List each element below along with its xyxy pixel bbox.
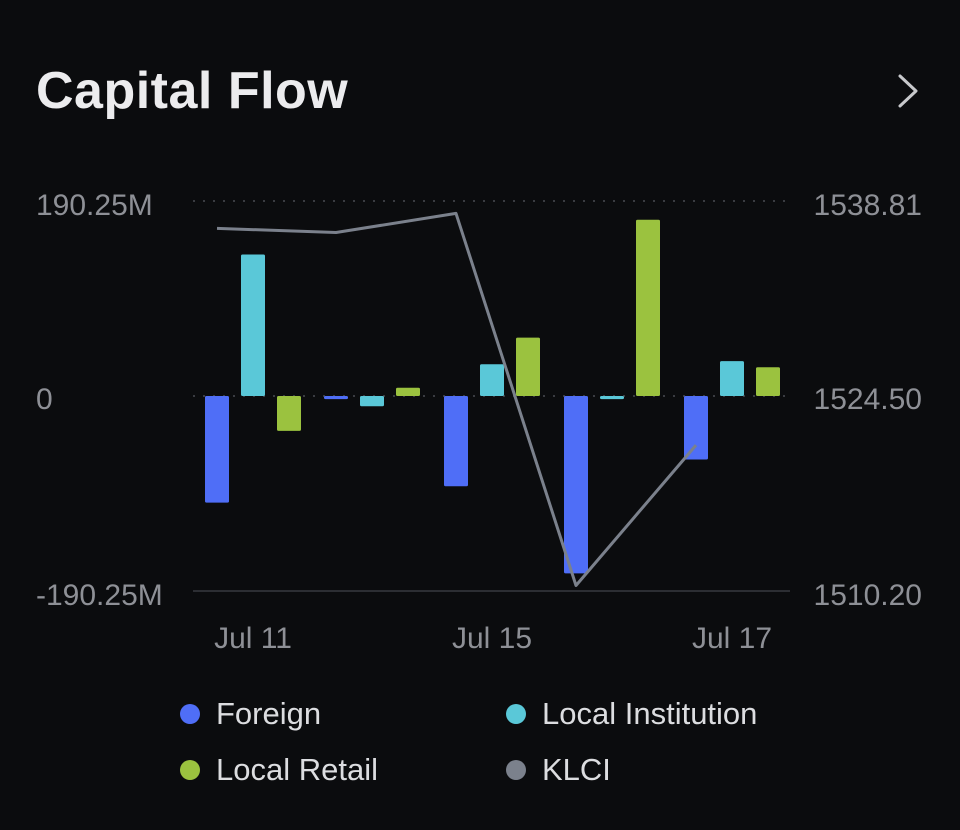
bar-local-retail [516,337,540,396]
left-axis-top-label: 190.25M [36,189,153,222]
x-tick-label: Jul 17 [692,622,772,655]
legend-label: KLCI [542,752,611,787]
legend-label: Foreign [216,696,322,731]
legend-label: Local Institution [542,696,758,731]
klci-series-line [216,211,698,587]
grid-lines [193,200,790,592]
legend-label: Local Retail [216,752,378,787]
capital-flow-chart: 190.25M 0 -190.25M 1538.81 1524.50 1510.… [36,189,922,655]
bar-foreign [205,396,229,503]
right-axis-bottom-label: 1510.20 [814,579,922,612]
bars [205,219,780,574]
legend-dot-icon [506,760,526,780]
left-axis-zero-label: 0 [36,383,53,416]
right-axis-mid-label: 1524.50 [814,383,922,416]
bar-local-retail [277,396,301,431]
legend-dot-icon [180,760,200,780]
bar-local-institution [600,396,624,400]
page-title: Capital Flow [36,62,349,120]
x-tick-label: Jul 15 [452,622,532,655]
bar-foreign [444,396,468,487]
klci-line [216,211,698,587]
bar-foreign [684,396,708,460]
bar-local-institution [720,361,744,396]
right-axis-top-label: 1538.81 [814,189,922,222]
chevron-right-icon[interactable] [890,70,926,112]
bar-local-retail [756,367,780,396]
bar-local-retail [636,219,660,396]
bar-local-institution [241,254,265,396]
bar-local-institution [480,364,504,396]
bar-foreign [324,396,348,400]
left-axis-bottom-label: -190.25M [36,579,163,612]
legend-dot-icon [180,704,200,724]
bar-local-institution [360,396,384,407]
chart-legend: Foreign Local Institution Local Retail K… [180,690,820,800]
legend-item-klci[interactable]: KLCI [506,748,611,792]
legend-dot-icon [506,704,526,724]
legend-item-local-institution[interactable]: Local Institution [506,692,757,736]
legend-item-local-retail[interactable]: Local Retail [180,748,378,792]
legend-item-foreign[interactable]: Foreign [180,692,321,736]
bar-local-retail [396,387,420,396]
x-tick-label: Jul 11 [214,622,292,655]
bar-foreign [564,396,588,574]
